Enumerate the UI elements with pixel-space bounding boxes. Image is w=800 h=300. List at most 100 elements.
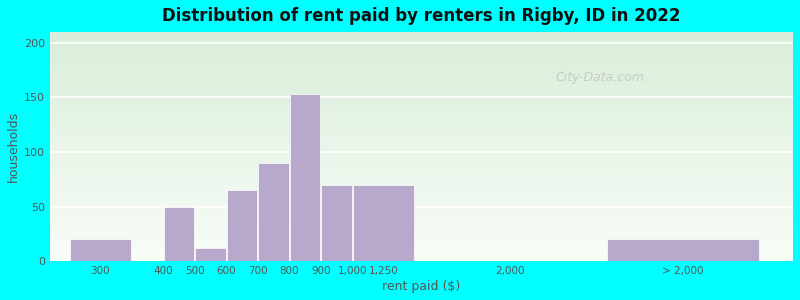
Bar — [50, 62, 793, 63]
Bar — [50, 155, 793, 156]
Bar — [50, 99, 793, 100]
Bar — [50, 209, 793, 210]
Bar — [50, 54, 793, 55]
Bar — [50, 169, 793, 170]
Bar — [50, 157, 793, 158]
Bar — [50, 45, 793, 46]
Bar — [50, 214, 793, 215]
Bar — [50, 219, 793, 220]
Bar — [50, 68, 793, 69]
Bar — [50, 83, 793, 84]
Bar — [50, 167, 793, 168]
Bar — [50, 130, 793, 131]
Bar — [50, 75, 793, 76]
Bar — [50, 186, 793, 187]
Bar — [50, 151, 793, 152]
Bar — [50, 143, 793, 144]
Bar — [50, 87, 793, 88]
Bar — [50, 199, 793, 200]
Bar — [50, 230, 793, 231]
Bar — [50, 144, 793, 145]
Bar — [50, 201, 793, 202]
Bar — [50, 93, 793, 94]
Bar — [50, 244, 793, 245]
Bar — [606, 239, 759, 261]
Bar — [50, 187, 793, 188]
Bar — [50, 178, 793, 179]
Bar — [50, 252, 793, 253]
Bar — [50, 195, 793, 196]
Bar — [50, 44, 793, 45]
Bar — [50, 50, 793, 51]
Bar — [50, 123, 793, 124]
Bar — [50, 237, 793, 238]
Bar — [50, 224, 793, 225]
Bar — [50, 158, 793, 159]
Bar — [50, 57, 793, 58]
Bar — [50, 223, 793, 224]
Bar — [50, 85, 793, 86]
Bar — [50, 194, 793, 195]
Bar — [50, 114, 793, 115]
Bar — [50, 153, 793, 154]
Bar — [50, 215, 793, 216]
Bar — [50, 112, 793, 113]
Bar — [50, 259, 793, 260]
Bar — [50, 208, 793, 209]
Bar — [50, 33, 793, 34]
Bar — [50, 138, 793, 139]
Bar — [50, 103, 793, 104]
Bar — [50, 61, 793, 62]
Bar — [50, 56, 793, 57]
Bar — [50, 135, 793, 136]
Bar — [50, 42, 793, 43]
Bar — [50, 64, 793, 65]
Bar — [50, 100, 793, 101]
Bar — [50, 200, 793, 201]
Bar — [50, 172, 793, 173]
Bar — [50, 113, 793, 114]
Bar — [50, 246, 793, 247]
Bar — [50, 249, 793, 250]
Bar — [50, 260, 793, 261]
Bar — [322, 185, 352, 261]
Bar — [50, 211, 793, 212]
Bar — [50, 49, 793, 50]
Bar — [50, 39, 793, 40]
Bar — [50, 118, 793, 119]
Bar — [50, 60, 793, 61]
Bar — [50, 86, 793, 87]
Bar — [50, 85, 793, 86]
Bar — [50, 80, 793, 81]
Bar — [50, 231, 793, 232]
Bar — [50, 46, 793, 47]
Bar — [50, 126, 793, 127]
Bar — [50, 120, 793, 121]
Bar — [50, 171, 793, 172]
Bar — [50, 109, 793, 110]
Bar — [50, 255, 793, 256]
Bar — [50, 71, 793, 72]
Bar — [50, 233, 793, 234]
Bar — [50, 212, 793, 213]
Bar — [50, 96, 793, 97]
Bar — [50, 179, 793, 180]
Bar — [50, 160, 793, 161]
Bar — [50, 254, 793, 255]
Bar — [50, 190, 793, 191]
Bar — [50, 148, 793, 149]
Bar — [50, 142, 793, 143]
Bar — [50, 258, 793, 259]
Bar — [50, 238, 793, 239]
Bar — [50, 242, 793, 243]
Bar — [50, 220, 793, 221]
Bar — [50, 241, 793, 242]
Bar — [50, 234, 793, 235]
Bar — [50, 203, 793, 204]
Bar — [50, 53, 793, 54]
Bar — [50, 225, 793, 226]
Bar — [50, 165, 793, 166]
Bar — [50, 52, 793, 53]
Bar — [50, 226, 793, 227]
Bar — [258, 163, 289, 261]
